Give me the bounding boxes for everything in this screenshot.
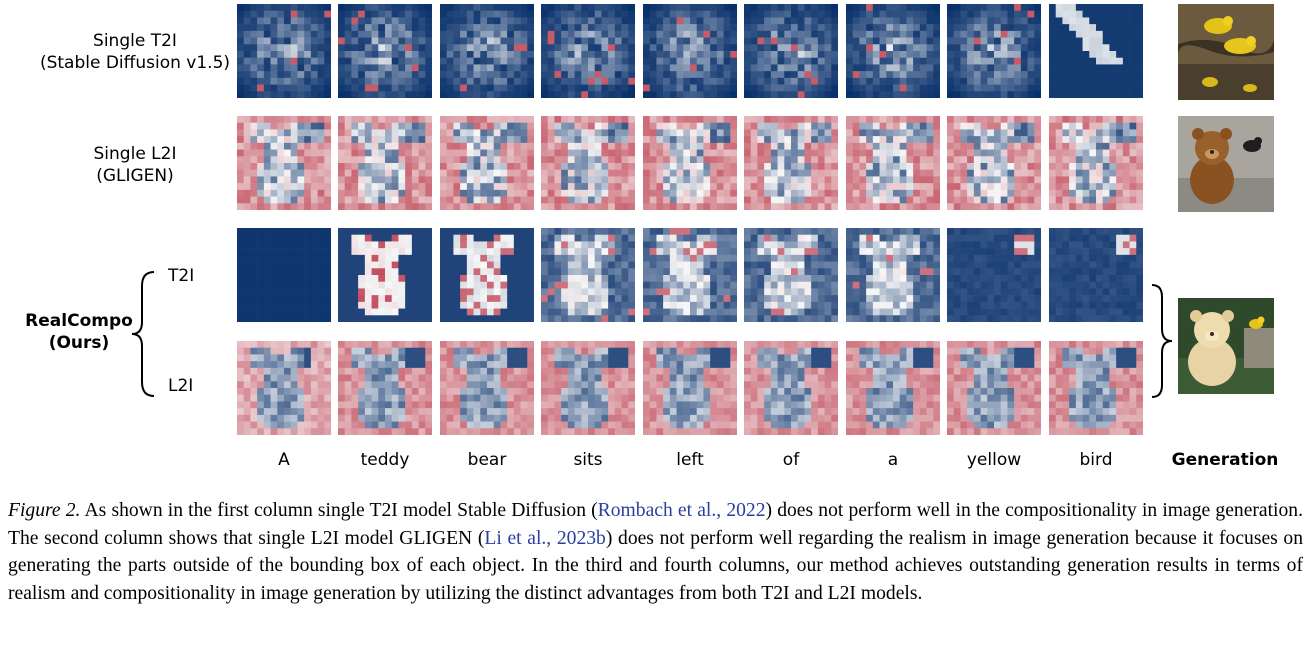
- attention-map-tile: [1049, 228, 1143, 322]
- caption-text-2: ) does not perform well in the compositi…: [8, 500, 1303, 549]
- caption-text-3: ) does not perform well regarding the re…: [8, 527, 1304, 604]
- attention-map-tile: [947, 116, 1041, 210]
- attention-map-tile: [744, 228, 838, 322]
- figure-label: Figure 2.: [8, 500, 81, 521]
- attention-map-tile: [237, 341, 331, 435]
- left-brace-icon: [131, 271, 155, 397]
- attention-map-tile: [440, 228, 534, 322]
- attention-map-tile: [846, 116, 940, 210]
- attention-map-tile: [1049, 4, 1143, 98]
- attention-map-tile: [338, 116, 432, 210]
- attention-map-tile: [237, 116, 331, 210]
- row-label-realcompo-line2: (Ours): [48, 333, 110, 353]
- attention-map-tile: [846, 4, 940, 98]
- right-brace-icon: [1151, 284, 1173, 398]
- attention-map-tile: [744, 4, 838, 98]
- attention-map-tile: [237, 228, 331, 322]
- teddy-bear-yellow-bird-image: [1178, 298, 1274, 394]
- attention-map-tile: [947, 4, 1041, 98]
- row-label-realcompo: RealCompo (Ours): [20, 310, 138, 354]
- row-label-single-l2i: Single L2I (GLIGEN): [60, 143, 210, 187]
- row-label-single-t2i-line1: Single T2I: [93, 31, 177, 51]
- attention-map-tile: [440, 4, 534, 98]
- token-label: yellow: [966, 450, 1022, 470]
- attention-map-tile: [338, 341, 432, 435]
- yellow-birds-image: [1178, 4, 1274, 100]
- attention-map-tile: [643, 4, 737, 98]
- token-label: bird: [1079, 450, 1113, 470]
- attention-map-tile: [1049, 116, 1143, 210]
- attention-map-tile: [541, 116, 635, 210]
- token-label: sits: [573, 450, 603, 470]
- attention-map-tile: [643, 341, 737, 435]
- row-label-single-l2i-line2: (GLIGEN): [96, 166, 174, 186]
- attention-map-tile: [947, 228, 1041, 322]
- sub-label-t2i: T2I: [168, 266, 195, 286]
- citation-rombach-name: Rombach et al.: [597, 500, 717, 521]
- attention-map-tile: [338, 4, 432, 98]
- attention-map-tile: [846, 341, 940, 435]
- citation-link-rombach[interactable]: Rombach et al., 2022: [598, 500, 766, 521]
- attention-map-tile: [744, 341, 838, 435]
- attention-map-tile: [541, 341, 635, 435]
- token-label: bear: [467, 450, 507, 470]
- citation-li-year: 2023b: [556, 527, 606, 549]
- row-label-single-l2i-line1: Single L2I: [93, 144, 177, 164]
- citation-link-li[interactable]: Li et al., 2023b: [484, 528, 605, 549]
- attention-map-tile: [541, 228, 635, 322]
- token-label: a: [887, 450, 899, 470]
- citation-rombach-year: 2022: [726, 500, 766, 521]
- token-label: teddy: [360, 450, 410, 470]
- attention-map-tile: [643, 116, 737, 210]
- attention-map-tile: [744, 116, 838, 210]
- attention-map-tile: [541, 4, 635, 98]
- token-label: of: [782, 450, 800, 470]
- citation-li-name: Li et al.: [484, 527, 547, 549]
- row-label-single-t2i: Single T2I (Stable Diffusion v1.5): [30, 30, 240, 74]
- attention-map-tile: [947, 341, 1041, 435]
- teddy-bear-black-bird-image: [1178, 116, 1274, 212]
- caption-text-1: As shown in the first column single T2I …: [80, 500, 598, 521]
- token-label: left: [676, 450, 704, 470]
- attention-map-tile: [1049, 341, 1143, 435]
- attention-map-tile: [237, 4, 331, 98]
- generation-label: Generation: [1171, 450, 1279, 470]
- row-label-realcompo-line1: RealCompo: [25, 311, 133, 331]
- citation-rombach-sep: ,: [716, 500, 727, 521]
- figure-caption: Figure 2. As shown in the first column s…: [8, 497, 1303, 607]
- attention-map-tile: [846, 228, 940, 322]
- attention-map-tile: [338, 228, 432, 322]
- sub-label-l2i: L2I: [168, 376, 194, 396]
- citation-li-sep: ,: [546, 527, 557, 549]
- token-label: A: [278, 450, 290, 470]
- attention-map-tile: [440, 116, 534, 210]
- attention-map-tile: [643, 228, 737, 322]
- row-label-single-t2i-line2: (Stable Diffusion v1.5): [39, 53, 231, 73]
- attention-map-tile: [440, 341, 534, 435]
